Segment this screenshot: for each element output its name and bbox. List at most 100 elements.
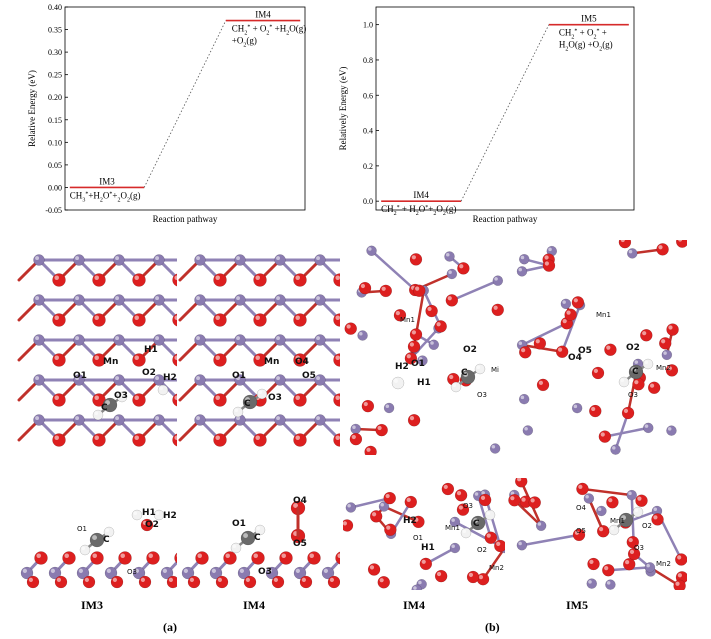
atom-highlight (677, 573, 682, 578)
o-atom (658, 337, 672, 350)
atom-highlight (295, 275, 300, 280)
mn-atom (643, 422, 654, 434)
transition-connector (460, 24, 550, 202)
o-atom (466, 570, 480, 584)
y-tick-label: 0.2 (363, 162, 373, 171)
atom-label: Mn2 (656, 364, 671, 372)
o-atom (132, 313, 146, 327)
mn-atom (194, 254, 206, 266)
o-atom (457, 262, 470, 275)
atom-highlight (486, 533, 491, 538)
panel-label-a: (a) (163, 620, 177, 634)
c-atom (240, 530, 256, 546)
atom-highlight (480, 495, 486, 500)
atom-label: O5 (576, 527, 586, 535)
caption-im5: IM5 (566, 598, 588, 612)
y-tick-label: 0.20 (48, 93, 62, 102)
atom-highlight (239, 568, 244, 573)
o-atom (434, 320, 447, 333)
mn-atom (571, 402, 583, 414)
atom-highlight (196, 416, 200, 420)
atom-highlight (520, 255, 525, 260)
o-atom (604, 343, 617, 356)
o-atom (407, 414, 421, 427)
atom-highlight (548, 247, 552, 252)
atom-highlight (196, 376, 200, 380)
atom-highlight (530, 498, 535, 503)
atom-highlight (574, 530, 580, 535)
atom-highlight (295, 395, 300, 400)
atom-highlight (35, 376, 39, 380)
mn-atom (314, 294, 326, 306)
atom-highlight (449, 374, 454, 380)
mn-atom (274, 334, 286, 346)
o-atom (271, 575, 285, 589)
o-atom (195, 551, 209, 565)
atom-highlight (115, 416, 119, 420)
atom-highlight (675, 581, 680, 586)
atom-highlight (50, 568, 56, 573)
o-atom (632, 378, 645, 391)
atom-highlight (115, 296, 119, 300)
mn-atom (194, 374, 206, 386)
atom-label: Mn1 (445, 524, 460, 532)
atom-highlight (174, 355, 177, 360)
atom-highlight (273, 577, 278, 582)
o-atom (494, 539, 505, 553)
level-species-im4: +O2(g) (232, 36, 257, 49)
atom-highlight (458, 505, 463, 510)
o-atom (174, 552, 177, 564)
atom-highlight (196, 296, 200, 300)
o-atom (441, 482, 455, 496)
atom-highlight (667, 366, 672, 371)
atom-highlight (36, 553, 41, 558)
mn-atom (234, 334, 246, 346)
mn-atom (153, 254, 165, 266)
atom-highlight (142, 520, 147, 525)
atom-highlight (409, 342, 414, 347)
atom-highlight (215, 315, 220, 320)
atom-label: O1 (232, 519, 246, 529)
structure-side-b-im5: O4 O5 Mn1 O2 O3 Mn2 (506, 478, 687, 590)
o-atom (621, 406, 635, 420)
y-axis-label: Relative Energy (eV) (27, 70, 37, 147)
o-atom (409, 253, 423, 266)
atom-label: O5 (302, 371, 316, 381)
atom-highlight (644, 360, 648, 364)
o-atom (187, 575, 201, 589)
atom-label: O2 (142, 368, 156, 378)
mn-atom (113, 414, 125, 426)
atom-highlight (634, 380, 639, 385)
atom-highlight (94, 411, 98, 415)
atom-highlight (562, 300, 566, 304)
atom-label: O1 (232, 371, 246, 381)
atom-highlight (245, 577, 250, 582)
mn-atom (73, 254, 85, 266)
o-atom (675, 240, 687, 248)
energy-chart-b: 0.0 0.2 0.4 0.6 0.8 1.0 Relatively Energy (eV)… (338, 6, 635, 224)
mn-atom (610, 444, 621, 455)
h-atom (157, 384, 169, 396)
structure-top-b-im5: Mn1 O4 O5 O2 C Mn2 O3 (506, 240, 687, 455)
atom-label: H1 (142, 508, 156, 518)
atom-highlight (521, 497, 526, 502)
caption-im4-b: IM4 (403, 598, 425, 612)
atom-highlight (115, 376, 119, 380)
mn-atom (516, 266, 528, 277)
atom-highlight (215, 355, 220, 360)
atom-label: O4 (568, 353, 582, 363)
atom-highlight (335, 435, 340, 440)
atom-highlight (243, 533, 248, 538)
y-axis-label: Relatively Energy (eV) (338, 67, 348, 151)
mn-atom (518, 393, 530, 405)
atom-highlight (217, 577, 222, 582)
o-atom (508, 494, 521, 507)
atom-highlight (628, 537, 633, 543)
atom-highlight (661, 339, 666, 344)
atom-highlight (537, 522, 542, 526)
o-atom (327, 575, 340, 589)
atom-highlight (447, 296, 452, 301)
atom-highlight (155, 511, 159, 515)
atom-highlight (276, 336, 280, 340)
atom-highlight (256, 526, 260, 530)
